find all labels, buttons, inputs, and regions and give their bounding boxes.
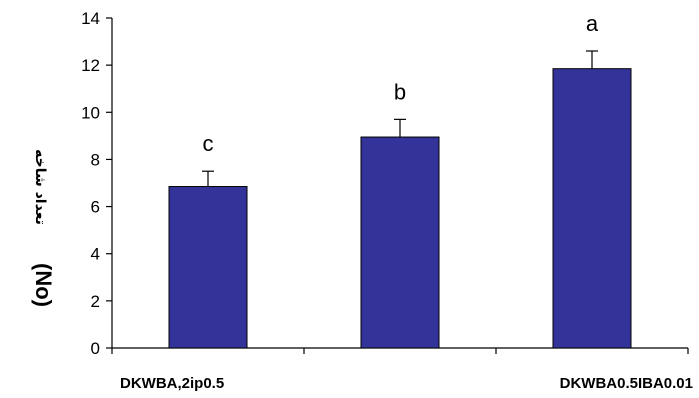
- y-tick-label: 0: [91, 339, 100, 358]
- significance-letter: a: [586, 11, 599, 36]
- y-axis-label: تعداد شاخه (No): [31, 149, 56, 307]
- y-tick-label: 4: [91, 245, 100, 264]
- significance-letter: b: [394, 79, 406, 104]
- significance-letters: c b a: [203, 11, 599, 156]
- bar: [360, 136, 440, 349]
- x-axis-category-labels: DKWBA,2ip0.5 DKWBA0.5IBA0.01: [120, 375, 693, 392]
- error-bars: [202, 50, 598, 187]
- x-category-label: DKWBA0.5IBA0.01: [560, 375, 693, 392]
- significance-letter: c: [203, 131, 214, 156]
- y-axis-label-text: تعداد شاخه: [32, 149, 48, 225]
- y-tick-label: 8: [91, 150, 100, 169]
- x-axis-ticks: [111, 348, 689, 354]
- y-axis-label-unit: (No): [31, 263, 56, 307]
- bars: [168, 68, 632, 349]
- y-tick-label: 12: [81, 56, 100, 75]
- y-axis-ticks: 0 2 4 6 8 10 12 14: [81, 9, 112, 358]
- x-category-label: DKWBA,2ip0.5: [120, 375, 224, 392]
- bar: [552, 68, 632, 349]
- y-tick-label: 2: [91, 292, 100, 311]
- y-tick-label: 14: [81, 9, 100, 28]
- bar: [168, 186, 248, 349]
- y-tick-label: 6: [91, 198, 100, 217]
- y-tick-label: 10: [81, 103, 100, 122]
